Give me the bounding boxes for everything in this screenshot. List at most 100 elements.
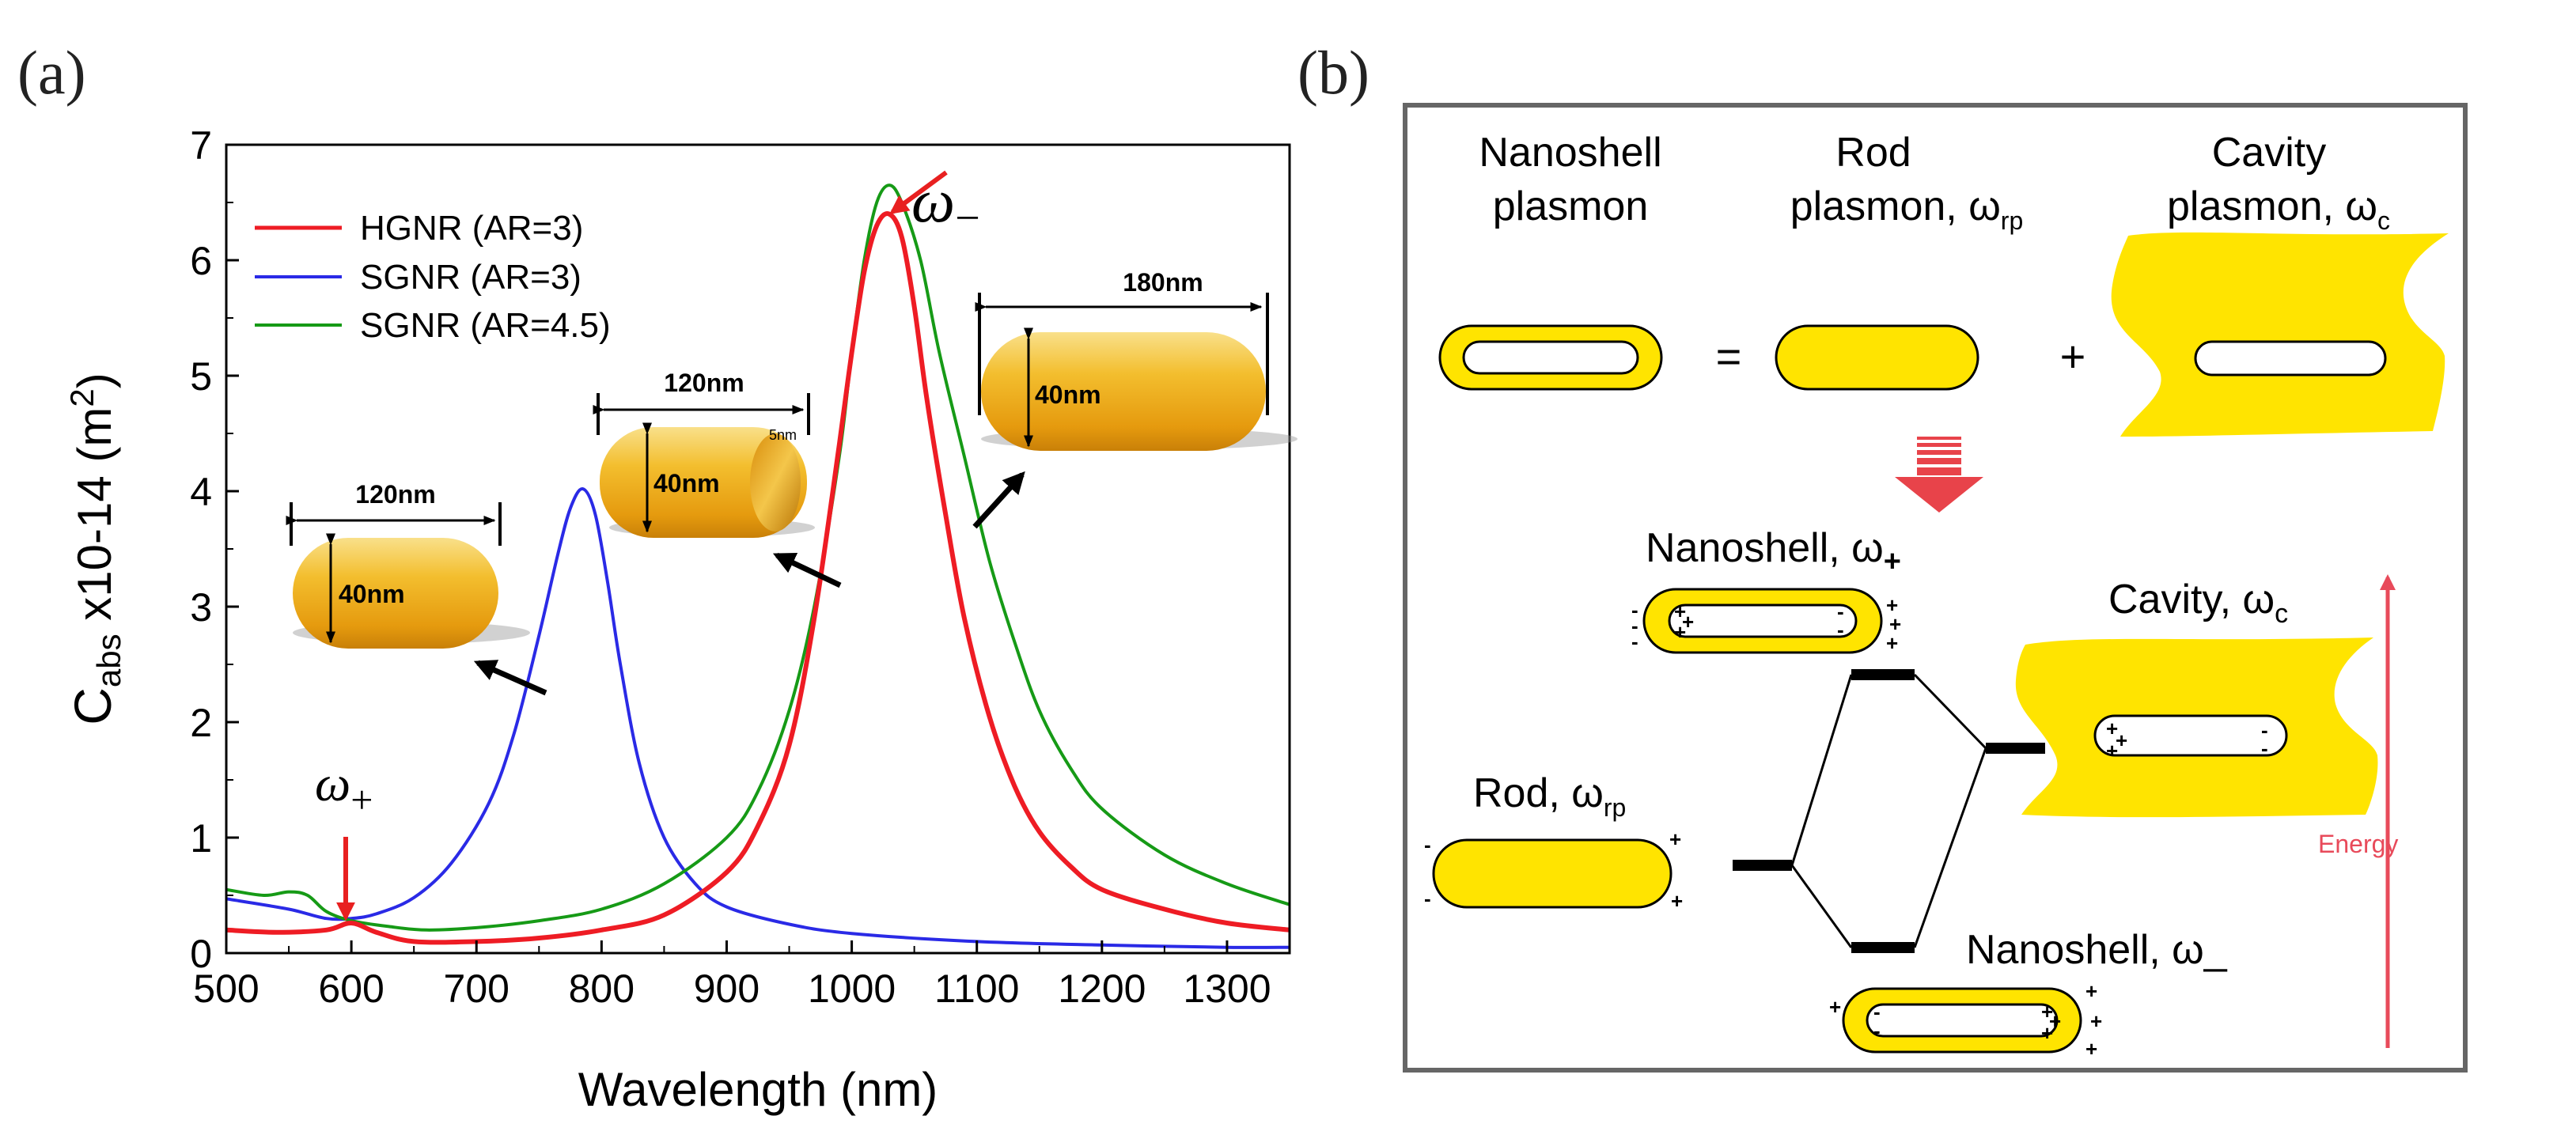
- charge-plus: +: [2085, 1037, 2097, 1061]
- energy-label: Energy: [2318, 830, 2398, 858]
- panel-b-label: (b): [1297, 38, 1369, 107]
- shell-thickness-label: 5nm: [769, 427, 797, 443]
- legend-label-sgnr-ar45: SGNR (AR=4.5): [360, 306, 611, 345]
- charge-plus: +: [1886, 593, 1898, 617]
- charge-plus: +: [1671, 889, 1683, 913]
- legend-label-hgnr: HGNR (AR=3): [360, 209, 583, 248]
- charge-minus: -: [1631, 598, 1638, 622]
- y-tick-label: 4: [190, 470, 212, 514]
- x-tick-label: 700: [444, 967, 510, 1011]
- rod-sub: rp: [1604, 793, 1626, 822]
- y-axis-label-main: C: [63, 687, 122, 725]
- y-axis-label-sub: abs: [90, 634, 127, 687]
- x-tick-label: 1300: [1183, 967, 1271, 1011]
- length-label: 120nm: [355, 480, 435, 509]
- nanoshell-minus-label: Nanoshell, ω_: [1966, 927, 2228, 973]
- charge-plus: +: [2106, 739, 2118, 762]
- diameter-label: 40nm: [1035, 380, 1101, 409]
- panel-a-label: (a): [17, 38, 86, 107]
- y-tick-label: 7: [190, 123, 212, 168]
- y-axis-label-sup: 2: [63, 388, 100, 407]
- y-tick-label: 5: [190, 354, 212, 399]
- nanoshell-bonding-shape: - - - + + + - - + + +: [1631, 588, 1901, 655]
- charge-plus: +: [2049, 1009, 2061, 1033]
- omega-minus-label: ω−: [911, 166, 980, 243]
- x-tick-label: 1100: [934, 967, 1020, 1011]
- gold-rod: [293, 538, 498, 649]
- charge-minus: -: [1631, 614, 1638, 637]
- x-tick-label: 1000: [808, 967, 896, 1011]
- charge-minus: -: [1837, 618, 1844, 641]
- charge-plus: +: [2041, 1000, 2053, 1023]
- omega-minus-arrow: [889, 170, 948, 214]
- header-rod-text: plasmon, ω: [1790, 183, 2001, 229]
- x-tick-label: 1200: [1058, 967, 1146, 1011]
- x-tick-label: 900: [694, 967, 760, 1011]
- omega-plus-label: ω+: [315, 755, 373, 822]
- charge-plus: +: [1886, 631, 1898, 655]
- charge-plus: +: [2106, 717, 2118, 740]
- x-tick-label: 500: [193, 967, 259, 1011]
- omega-minus-annotation: ω−: [889, 166, 980, 243]
- charge-plus: +: [2085, 979, 2097, 1003]
- charge-plus: +: [2041, 1021, 2053, 1045]
- charge-plus: +: [1674, 620, 1686, 644]
- length-label: 120nm: [664, 369, 744, 397]
- header-cavity-line2: plasmon, ωc: [2167, 183, 2390, 235]
- nanoshell-plus-sub: +: [1884, 545, 1901, 578]
- diameter-label: 40nm: [339, 580, 405, 608]
- charge-minus: -: [2261, 718, 2268, 742]
- header-cavity-sub: c: [2377, 206, 2390, 235]
- charge-plus: +: [1829, 995, 1841, 1019]
- header-rod-line1: Rod: [1835, 130, 1911, 176]
- cavity-label: Cavity, ωc: [2108, 577, 2288, 629]
- chart-legend: HGNR (AR=3) SGNR (AR=3) SGNR (AR=4.5): [255, 209, 611, 345]
- charge-minus: -: [1424, 833, 1431, 857]
- inset-solid-rod-ar3: 120nm 40nm: [286, 480, 547, 696]
- y-tick-label: 1: [190, 816, 212, 861]
- rod-label: Rod, ωrp: [1473, 770, 1626, 822]
- charge-plus: +: [1682, 610, 1694, 634]
- inset-pointer-arrow: [772, 552, 842, 588]
- hybridization-diagram: Nanoshell plasmon Rod plasmon, ωrp Cavit…: [1403, 103, 2468, 1073]
- omega-plus-annotation: ω+: [315, 755, 373, 921]
- nanoshell-plus-label: Nanoshell, ω+: [1646, 525, 1901, 578]
- x-tick-label: 800: [569, 967, 635, 1011]
- omega-minus-symbol: ω: [911, 166, 955, 235]
- cavity-shape-top: [2111, 232, 2449, 437]
- rod-text: Rod, ω: [1473, 770, 1604, 816]
- charge-plus: +: [2116, 728, 2127, 752]
- diagram-frame: [1403, 103, 2468, 1073]
- length-label: 180nm: [1123, 268, 1203, 297]
- chart-ticks: 500 600 700 800 900 1000 1100 1200 1300 0 1 2 3 4 5 6 7: [190, 123, 1271, 1011]
- header-nanoshell-line1: Nanoshell: [1479, 130, 1661, 176]
- nanoshell-plus-text: Nanoshell, ω: [1646, 525, 1884, 571]
- y-tick-label: 0: [190, 932, 212, 976]
- charge-minus: -: [1873, 1019, 1881, 1042]
- y-tick-label: 3: [190, 585, 212, 630]
- y-tick-label: 2: [190, 701, 212, 745]
- equals-sign: =: [1716, 331, 1742, 381]
- absorption-chart: 500 600 700 800 900 1000 1100 1200 130001234567 …: [63, 123, 1297, 1116]
- header-rod-sub: rp: [2001, 206, 2023, 235]
- omega-minus-sub: −: [955, 194, 980, 243]
- rod-shape-top: [1775, 324, 1979, 391]
- x-tick-label: 600: [318, 967, 384, 1011]
- charge-plus: +: [1669, 827, 1681, 851]
- cavity-shape: + + + - -: [2015, 637, 2378, 818]
- omega-plus-symbol: ω: [315, 755, 350, 812]
- inset-hollow-rod: 120nm 40nm 5nm: [593, 369, 842, 588]
- diameter-label: 40nm: [653, 469, 720, 498]
- header-nanoshell-line2: plasmon: [1493, 183, 1649, 229]
- charge-minus: -: [1631, 630, 1638, 653]
- y-axis-label-rest: x10-14 (m: [68, 407, 121, 634]
- y-tick-label: 6: [190, 239, 212, 283]
- charge-minus: -: [1837, 600, 1844, 623]
- gold-rod: [981, 332, 1266, 451]
- y-axis-label-end: ): [68, 373, 121, 388]
- series-line-sgnr-ar3: [226, 487, 1290, 949]
- charge-plus: +: [2090, 1009, 2102, 1033]
- diagram-headers: Nanoshell plasmon Rod plasmon, ωrp Cavit…: [1479, 130, 2390, 235]
- nanoshell-shape-top: [1438, 324, 1663, 391]
- cavity-sub: c: [2275, 599, 2288, 629]
